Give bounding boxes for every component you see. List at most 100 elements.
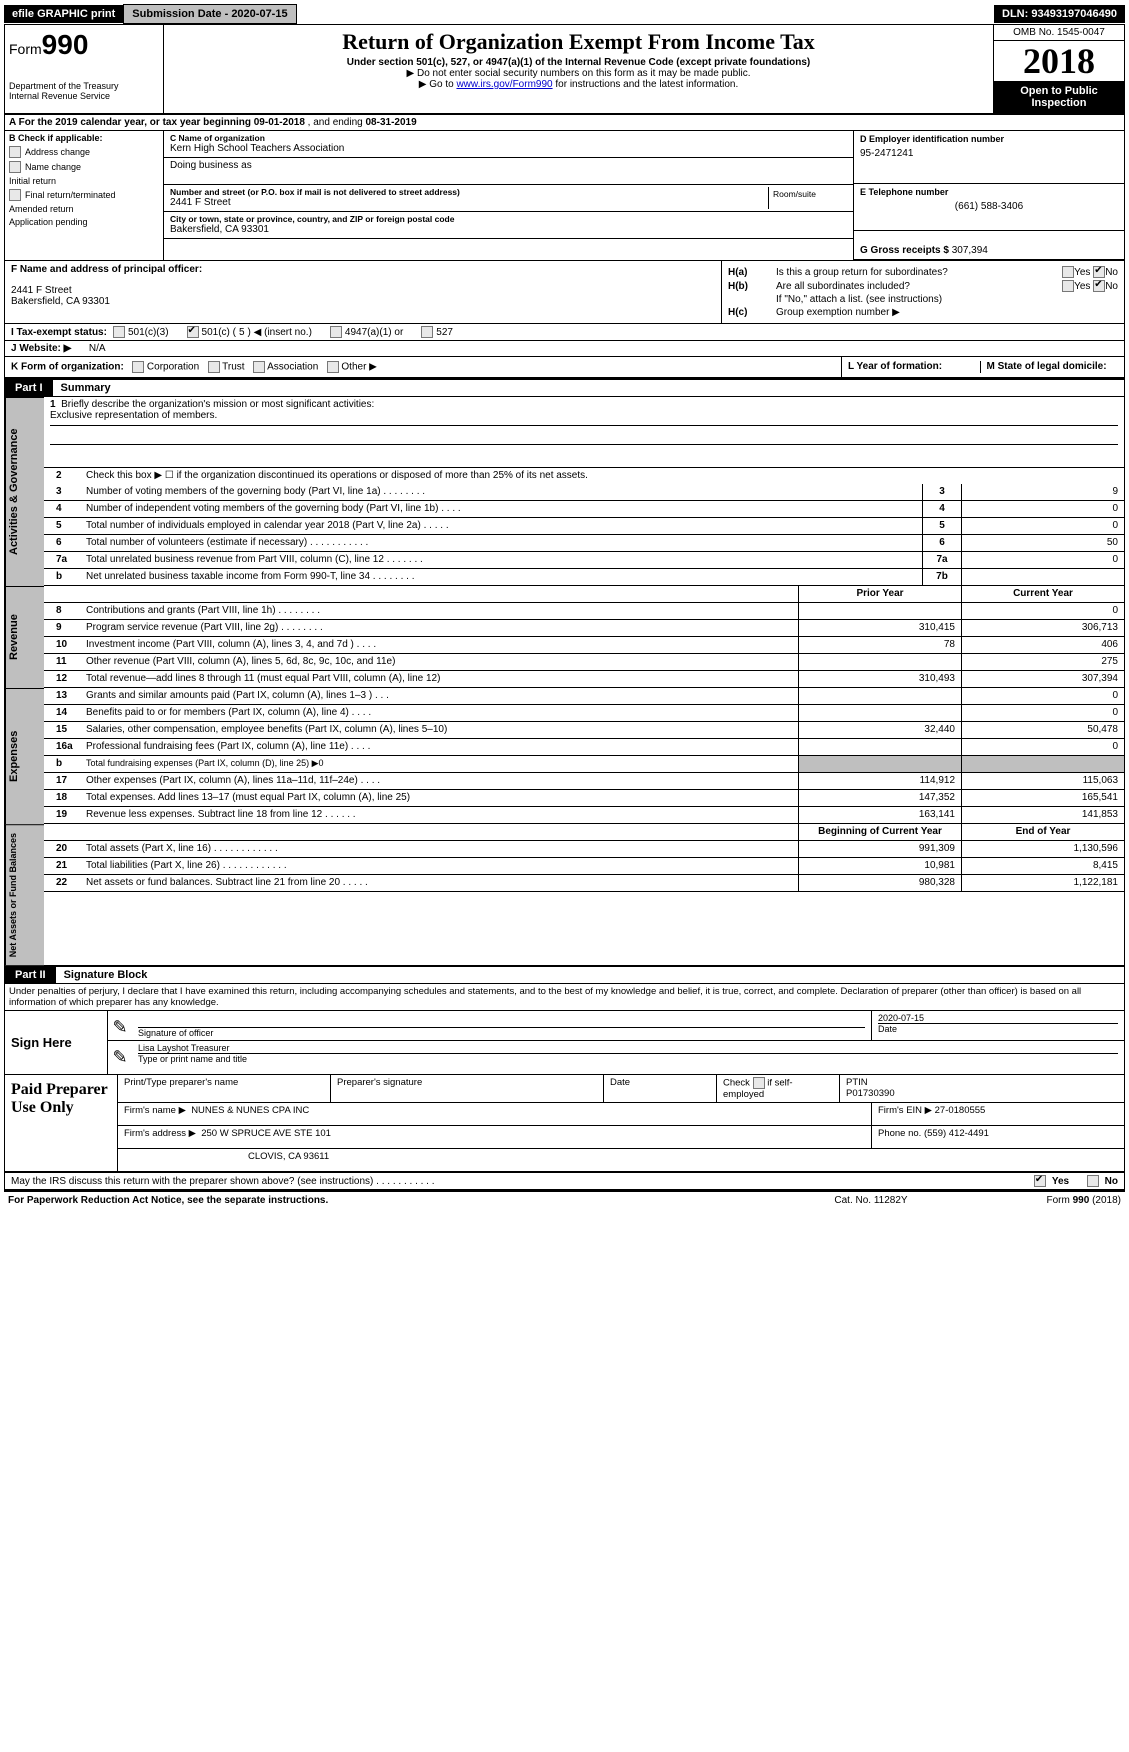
chk-address-change[interactable] — [9, 146, 21, 158]
efile-submission-date: Submission Date - 2020-07-15 — [123, 4, 296, 24]
table-row: 7a Total unrelated business revenue from… — [44, 552, 1124, 569]
chk-name-change[interactable] — [9, 161, 21, 173]
part1-title: Summary — [53, 382, 111, 394]
chk-trust[interactable] — [208, 361, 220, 373]
table-row: 14 Benefits paid to or for members (Part… — [44, 705, 1124, 722]
form-990: Form990 Department of the Treasury Inter… — [4, 24, 1125, 1192]
table-row: 21 Total liabilities (Part X, line 26) .… — [44, 858, 1124, 875]
prep-sig-hdr: Preparer's signature — [331, 1075, 604, 1102]
table-row: 3 Number of voting members of the govern… — [44, 484, 1124, 501]
irs-link[interactable]: www.irs.gov/Form990 — [456, 79, 552, 90]
line-k: K Form of organization: Corporation Trus… — [5, 357, 842, 377]
firm-name: NUNES & NUNES CPA INC — [191, 1105, 309, 1116]
org-name: Kern High School Teachers Association — [170, 143, 847, 154]
line-m-label: M State of legal domicile: — [987, 361, 1107, 372]
chk-hb-no[interactable] — [1093, 280, 1105, 292]
dln-label: DLN: 93493197046490 — [994, 5, 1125, 23]
table-row: 6 Total number of volunteers (estimate i… — [44, 535, 1124, 552]
city-value: Bakersfield, CA 93301 — [170, 224, 847, 235]
chk-assoc[interactable] — [253, 361, 265, 373]
efile-bar: efile GRAPHIC print Submission Date - 20… — [4, 4, 1125, 24]
table-row: 11 Other revenue (Part VIII, column (A),… — [44, 654, 1124, 671]
tax-year: 2018 — [994, 41, 1124, 81]
hdr-current-year: Current Year — [961, 586, 1124, 602]
ptin-label: PTIN — [846, 1077, 1118, 1088]
gross-label: G Gross receipts $ — [860, 245, 952, 256]
chk-discuss-yes[interactable] — [1034, 1175, 1046, 1187]
table-row: 16a Professional fundraising fees (Part … — [44, 739, 1124, 756]
prep-date-hdr: Date — [604, 1075, 717, 1102]
chk-ha-yes[interactable] — [1062, 266, 1074, 278]
chk-final-return[interactable] — [9, 189, 21, 201]
part2-title: Signature Block — [56, 969, 148, 981]
efile-graphic-label: efile GRAPHIC print — [4, 5, 123, 23]
open-to-public: Open to Public Inspection — [994, 81, 1124, 113]
ein-label: D Employer identification number — [860, 134, 1118, 144]
org-name-label: C Name of organization — [170, 133, 847, 143]
side-revenue: Revenue — [5, 586, 44, 688]
chk-ha-no[interactable] — [1093, 266, 1105, 278]
signer-title-label: Type or print name and title — [138, 1054, 1118, 1064]
officer-label: F Name and address of principal officer: — [11, 264, 202, 275]
table-row: b Total fundraising expenses (Part IX, c… — [44, 756, 1124, 773]
chk-hb-yes[interactable] — [1062, 280, 1074, 292]
sig-date: 2020-07-15 — [878, 1013, 1118, 1024]
side-expenses: Expenses — [5, 688, 44, 824]
chk-corp[interactable] — [132, 361, 144, 373]
table-row: 18 Total expenses. Add lines 13–17 (must… — [44, 790, 1124, 807]
dba-label: Doing business as — [170, 160, 847, 171]
irs-label: Internal Revenue Service — [9, 91, 159, 101]
chk-self-employed[interactable] — [753, 1077, 765, 1089]
line-a: A For the 2019 calendar year, or tax yea… — [5, 115, 1124, 131]
table-row: 8 Contributions and grants (Part VIII, l… — [44, 603, 1124, 620]
hdr-end: End of Year — [961, 824, 1124, 840]
officer-addr2: Bakersfield, CA 93301 — [11, 296, 715, 307]
table-row: 17 Other expenses (Part IX, column (A), … — [44, 773, 1124, 790]
part2-tab: Part II — [5, 967, 56, 983]
side-governance: Activities & Governance — [5, 397, 44, 586]
chk-4947[interactable] — [330, 326, 342, 338]
chk-501c[interactable] — [187, 326, 199, 338]
discuss-line: May the IRS discuss this return with the… — [5, 1173, 1124, 1191]
table-row: 22 Net assets or fund balances. Subtract… — [44, 875, 1124, 892]
city-label: City or town, state or province, country… — [170, 214, 847, 224]
mission-text: Exclusive representation of members. — [50, 410, 1118, 421]
date-label: Date — [878, 1024, 1118, 1034]
perjury-text: Under penalties of perjury, I declare th… — [5, 984, 1124, 1010]
table-row: 20 Total assets (Part X, line 16) . . . … — [44, 841, 1124, 858]
line-j: J Website: ▶ N/A — [5, 341, 1124, 357]
street-value: 2441 F Street — [170, 197, 768, 208]
prep-name-hdr: Print/Type preparer's name — [118, 1075, 331, 1102]
table-row: 19 Revenue less expenses. Subtract line … — [44, 807, 1124, 824]
chk-other[interactable] — [327, 361, 339, 373]
form-title: Return of Organization Exempt From Incom… — [172, 29, 985, 55]
form-number: Form990 — [9, 29, 159, 61]
table-row: 4 Number of independent voting members o… — [44, 501, 1124, 518]
paid-preparer-label: Paid Preparer Use Only — [5, 1075, 118, 1171]
room-label: Room/suite — [769, 187, 847, 209]
signer-name: Lisa Layshot Treasurer — [138, 1043, 1118, 1054]
firm-addr: 250 W SPRUCE AVE STE 101 — [201, 1128, 331, 1139]
gross-value: 307,394 — [952, 245, 988, 256]
firm-ein: 27-0180555 — [935, 1105, 986, 1116]
line-l-label: L Year of formation: — [848, 361, 942, 372]
table-row: 10 Investment income (Part VIII, column … — [44, 637, 1124, 654]
chk-discuss-no[interactable] — [1087, 1175, 1099, 1187]
ptin-value: P01730390 — [846, 1088, 1118, 1099]
sig-label: Signature of officer — [138, 1028, 865, 1038]
phone-value: (661) 588-3406 — [860, 201, 1118, 212]
table-row: 5 Total number of individuals employed i… — [44, 518, 1124, 535]
form-note-ssn: ▶ Do not enter social security numbers o… — [172, 68, 985, 79]
pen-icon: ✎ — [108, 1041, 132, 1068]
chk-527[interactable] — [421, 326, 433, 338]
chk-501c3[interactable] — [113, 326, 125, 338]
page-footer: For Paperwork Reduction Act Notice, see … — [4, 1192, 1125, 1209]
ein-value: 95-2471241 — [860, 148, 1118, 159]
table-row: b Net unrelated business taxable income … — [44, 569, 1124, 586]
dept-label: Department of the Treasury — [9, 81, 159, 91]
hdr-prior-year: Prior Year — [798, 586, 961, 602]
phone-label: E Telephone number — [860, 187, 1118, 197]
column-b-checkboxes: B Check if applicable: Address change Na… — [5, 131, 164, 260]
table-row: 12 Total revenue—add lines 8 through 11 … — [44, 671, 1124, 688]
hdr-beginning: Beginning of Current Year — [798, 824, 961, 840]
